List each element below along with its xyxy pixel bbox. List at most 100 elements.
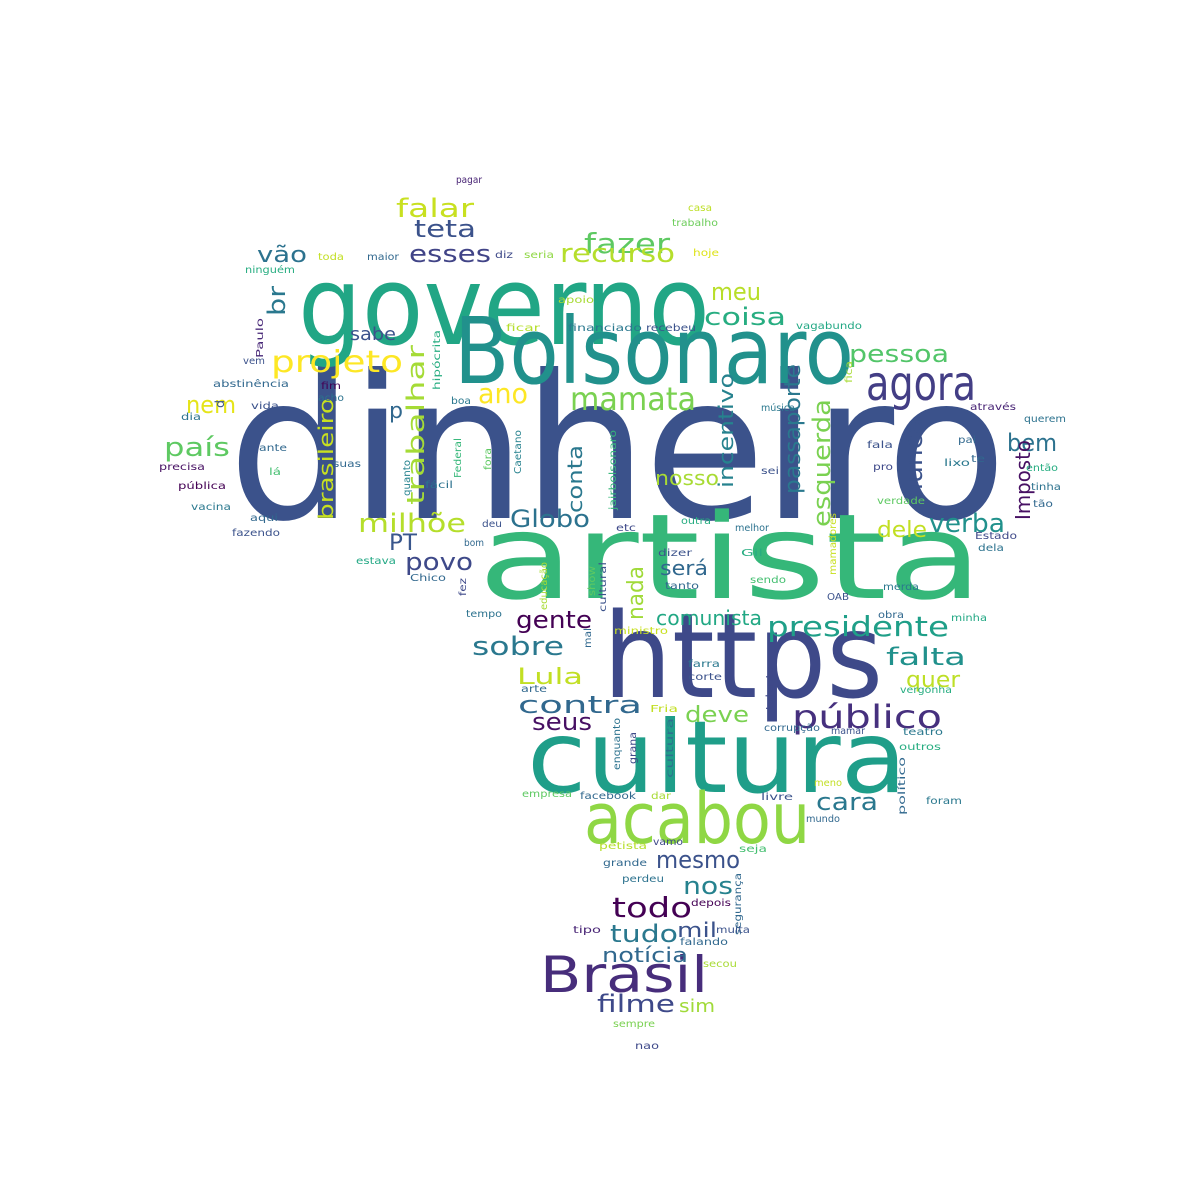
word: notícia xyxy=(602,943,688,967)
word: OAB xyxy=(827,592,849,603)
word: teatro xyxy=(903,727,943,738)
word: pessoa xyxy=(849,340,949,368)
word: PT xyxy=(389,531,418,556)
word: nunca xyxy=(900,418,928,500)
word: verdade xyxy=(877,496,925,507)
word: tanto xyxy=(665,581,699,592)
word: ficar xyxy=(506,323,541,334)
word: recurso xyxy=(560,239,675,269)
word: maior xyxy=(367,252,400,263)
word: vacina xyxy=(191,502,231,513)
word: corte xyxy=(688,672,722,683)
word: Lula xyxy=(517,665,583,690)
word: financiado xyxy=(568,323,642,334)
word: te xyxy=(971,454,985,465)
word: ano xyxy=(478,377,528,410)
word: teta xyxy=(414,215,476,243)
word: depois xyxy=(691,898,731,909)
word: Globo xyxy=(510,505,590,533)
word: dela xyxy=(978,543,1004,554)
word: trabalho xyxy=(672,218,718,229)
word: lixo xyxy=(944,458,970,469)
word: jairbolsonaro xyxy=(608,430,619,511)
word: vão xyxy=(257,243,307,268)
word: suas xyxy=(333,459,361,470)
word: vagabundo xyxy=(796,321,862,332)
word: todo xyxy=(612,891,692,924)
word: hipócrita xyxy=(431,330,443,390)
word: petista xyxy=(599,841,647,852)
word: fazendo xyxy=(232,528,280,539)
word: mal xyxy=(583,628,594,648)
word: dar xyxy=(651,791,672,802)
word: seus xyxy=(532,708,592,736)
word: sempre xyxy=(613,1019,655,1030)
word: dinheiro xyxy=(228,333,1003,566)
word: comunista xyxy=(656,606,762,630)
word: livre xyxy=(761,792,793,803)
word: toda xyxy=(318,252,344,263)
word: presidente xyxy=(767,610,949,643)
word: grande xyxy=(603,858,647,869)
word: nada xyxy=(624,566,649,620)
word: cultura xyxy=(527,699,907,816)
word: dizer xyxy=(658,548,693,559)
word: fácil xyxy=(425,479,453,491)
word: hoje xyxy=(693,248,719,259)
word: Bolsonaro xyxy=(454,298,854,405)
word: ante xyxy=(259,443,287,454)
word: passaporte xyxy=(781,364,806,494)
word: gente xyxy=(516,606,592,634)
word: acho xyxy=(318,393,344,404)
word: empresa xyxy=(522,789,572,800)
word: grana xyxy=(628,732,639,764)
word: mundo xyxy=(806,814,840,825)
word: quanto xyxy=(402,460,413,496)
word: melhor xyxy=(735,523,770,534)
word: Brasil xyxy=(540,946,708,1004)
word: agora xyxy=(866,356,976,412)
word: meu xyxy=(711,278,761,306)
word: então xyxy=(1026,463,1058,474)
word: corrupção xyxy=(764,723,820,734)
word: perdeu xyxy=(622,874,664,885)
word: governo xyxy=(298,242,710,370)
word: deve xyxy=(685,703,749,728)
word: trabalhar xyxy=(402,345,430,505)
word: tempo xyxy=(466,609,502,620)
word: verba xyxy=(929,509,1005,539)
word: Paulo xyxy=(255,318,266,358)
word: esquerda xyxy=(808,399,836,527)
word: mil xyxy=(677,918,717,942)
word: tão xyxy=(1033,499,1053,510)
word: acabou xyxy=(584,778,810,860)
word: bem xyxy=(1007,429,1057,457)
word: vergonha xyxy=(900,685,952,696)
word: https xyxy=(603,587,883,725)
word: nosso xyxy=(655,466,719,490)
word: mesmo xyxy=(656,846,740,874)
word: falando xyxy=(680,937,728,948)
word: dia xyxy=(181,412,201,423)
word: Fria xyxy=(650,704,678,715)
word: sim xyxy=(679,996,715,1017)
word: Gil xyxy=(741,548,763,559)
word: esses xyxy=(409,240,491,268)
word: pública xyxy=(178,480,226,492)
word: diz xyxy=(495,250,513,261)
word: d xyxy=(213,400,227,408)
word: p xyxy=(389,399,403,424)
word: cultura xyxy=(665,718,676,778)
word: secou xyxy=(703,959,737,970)
word: projeto xyxy=(271,345,403,380)
word: mamadores xyxy=(828,513,839,575)
word: deu xyxy=(482,519,502,530)
word: artista xyxy=(478,488,983,626)
word: quer xyxy=(906,668,961,693)
word: Federal xyxy=(453,438,464,478)
word: cultural xyxy=(598,562,609,612)
word: farra xyxy=(688,659,720,670)
word: político xyxy=(896,757,908,815)
word: pro xyxy=(873,462,893,473)
word: dele xyxy=(877,518,927,543)
